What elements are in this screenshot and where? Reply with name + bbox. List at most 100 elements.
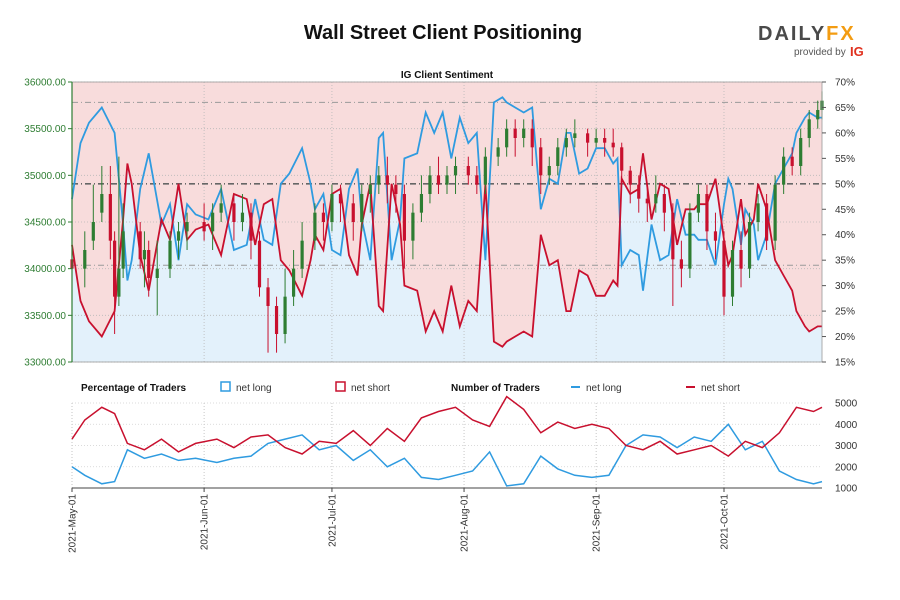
sentiment-tick-label: 15% [835, 358, 855, 369]
candle-body [385, 175, 389, 185]
date-tick-label: 2021-Sep-01 [592, 494, 603, 552]
candle-body [142, 250, 147, 260]
sentiment-tick-label: 20% [835, 332, 855, 343]
candle-body [83, 250, 87, 269]
legend-num-long-label: net long [586, 383, 622, 394]
candle-body [219, 203, 223, 213]
candle-body [671, 212, 675, 260]
dailyfx-logo: DAILYFX provided by IG [758, 23, 864, 59]
candle-body [679, 259, 683, 269]
candle-body [257, 240, 262, 288]
price-tick-label: 36000.00 [24, 78, 66, 89]
candle-body [747, 222, 752, 269]
candle-body [330, 194, 334, 222]
candle-body [121, 231, 125, 269]
candle-body [496, 147, 500, 157]
candle-body [138, 231, 142, 260]
candle-body [445, 175, 449, 185]
long-area-fill [72, 153, 822, 362]
legend-pct-short-swatch [335, 381, 346, 392]
candle-body [662, 194, 666, 213]
candle-body [291, 268, 296, 297]
candle-body [475, 175, 479, 185]
date-tick-label: 2021-Aug-01 [460, 494, 471, 552]
candle-body [773, 184, 777, 241]
candle-body [108, 194, 112, 241]
candle-body [807, 119, 811, 138]
traders-net-long-line [71, 423, 823, 487]
sentiment-tick-label: 40% [835, 230, 855, 241]
candle-body [713, 231, 718, 241]
candle-body [688, 212, 692, 269]
candle-body [321, 212, 326, 222]
candle-body [283, 296, 287, 334]
candle-body [338, 194, 343, 204]
candle-body [113, 240, 117, 297]
traders-net-short-line [71, 395, 823, 458]
candle-body [232, 203, 236, 222]
date-tick-label: 2021-May-01 [68, 494, 79, 553]
candle-body [100, 194, 104, 213]
price-tick-label: 33000.00 [24, 358, 66, 369]
date-tick-label: 2021-Oct-01 [719, 494, 730, 550]
candle-body [147, 250, 151, 278]
candle-body [274, 306, 279, 334]
candle-body [155, 268, 159, 278]
sentiment-tick-label: 35% [835, 256, 855, 267]
candle-body [300, 240, 304, 269]
candle-body [202, 222, 206, 232]
price-tick-label: 34500.00 [24, 218, 66, 229]
sentiment-tick-label: 25% [835, 307, 855, 318]
price-tick-label: 33500.00 [24, 311, 66, 322]
legend-pct-short-label: net short [351, 383, 390, 394]
candle-body [411, 212, 415, 241]
candle-body [313, 212, 317, 241]
candle-body [594, 138, 598, 143]
candle-body [428, 175, 432, 194]
candle-body [419, 194, 424, 213]
candle-body [240, 212, 245, 222]
candle-body [628, 170, 632, 185]
candle-body [790, 156, 794, 166]
sentiment-tick-label: 70% [835, 78, 855, 89]
net-short-pct-line [71, 153, 822, 348]
candle-body [556, 147, 560, 166]
candle-body [483, 156, 487, 185]
candle-body [816, 110, 820, 120]
date-tick-label: 2021-Jul-01 [327, 494, 338, 547]
candle-body [266, 287, 270, 306]
candle-body [522, 128, 526, 138]
candle-body [586, 133, 590, 143]
chart-title: Wall Street Client Positioning [303, 22, 583, 44]
candle-body [466, 166, 470, 176]
legend-pct-title: Percentage of Traders [81, 383, 186, 394]
candle-body [185, 222, 189, 232]
price-tick-label: 35000.00 [24, 171, 66, 182]
candle-body [394, 184, 398, 194]
candle-body [211, 212, 215, 232]
price-tick-label: 34000.00 [24, 264, 66, 275]
candle-body [696, 194, 701, 213]
legend-pct-long-label: net long [236, 383, 272, 394]
candle-body [739, 250, 743, 269]
candle-body [377, 175, 381, 185]
candle-body [603, 138, 607, 143]
date-tick-label: 2021-Jun-01 [200, 494, 211, 551]
candle-body [637, 184, 641, 199]
sentiment-tick-label: 60% [835, 128, 855, 139]
candle-body [530, 128, 534, 148]
candle-body [654, 194, 658, 204]
net-long-pct-line [71, 96, 822, 291]
candle-body [756, 203, 760, 222]
candle-body [782, 156, 786, 185]
sentiment-tick-label: 50% [835, 179, 855, 190]
candle-body [453, 166, 458, 176]
candle-body [168, 240, 172, 269]
candle-body [513, 128, 517, 138]
candle-body [611, 142, 615, 148]
candle-body [722, 240, 726, 297]
count-tick-label: 1000 [835, 484, 858, 495]
candle-body [249, 212, 253, 241]
sentiment-tick-label: 45% [835, 205, 855, 216]
count-tick-label: 5000 [835, 399, 858, 410]
